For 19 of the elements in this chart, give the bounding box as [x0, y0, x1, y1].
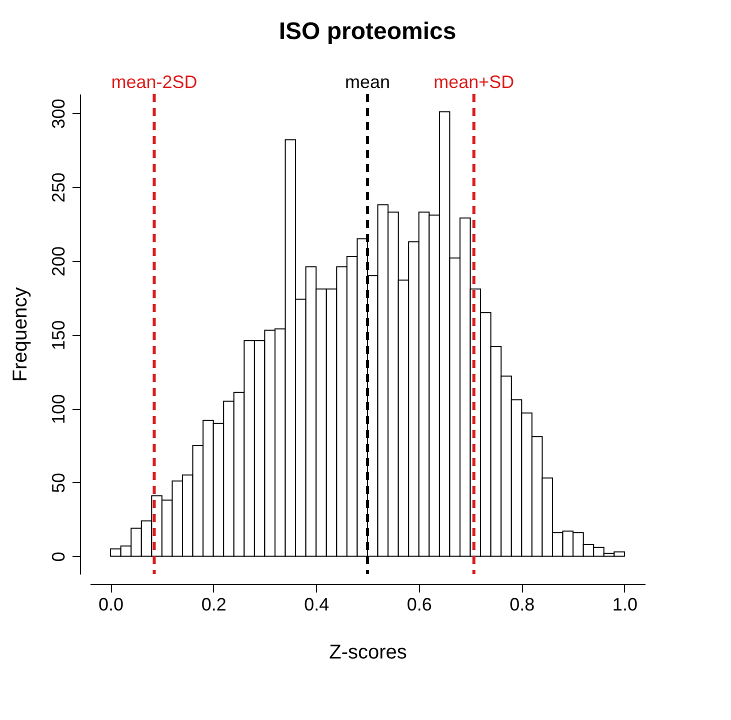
x-tick-label: 0.4 — [304, 594, 330, 614]
x-tick-label: 0.2 — [201, 594, 226, 614]
y-tick-label: 100 — [48, 394, 68, 424]
y-tick-label: 150 — [48, 320, 68, 350]
x-axis-title: Z-scores — [329, 642, 407, 664]
y-tick-label: 50 — [48, 472, 68, 493]
ref-line-label: mean+SD — [434, 72, 514, 92]
y-axis-title: Frequency — [10, 287, 32, 382]
ref-line-label: mean — [344, 72, 390, 92]
x-tick-label: 1.0 — [612, 594, 638, 614]
x-tick-label: 0.0 — [98, 594, 124, 614]
chart-title: ISO proteomics — [278, 18, 456, 45]
x-tick-label: 0.8 — [510, 594, 535, 614]
y-tick-label: 300 — [48, 98, 68, 129]
y-tick-label: 0 — [48, 552, 68, 562]
y-tick-label: 250 — [48, 172, 68, 203]
x-tick-label: 0.6 — [406, 594, 432, 614]
y-tick-label: 200 — [48, 246, 68, 276]
ref-line-label: mean-2SD — [111, 72, 198, 92]
